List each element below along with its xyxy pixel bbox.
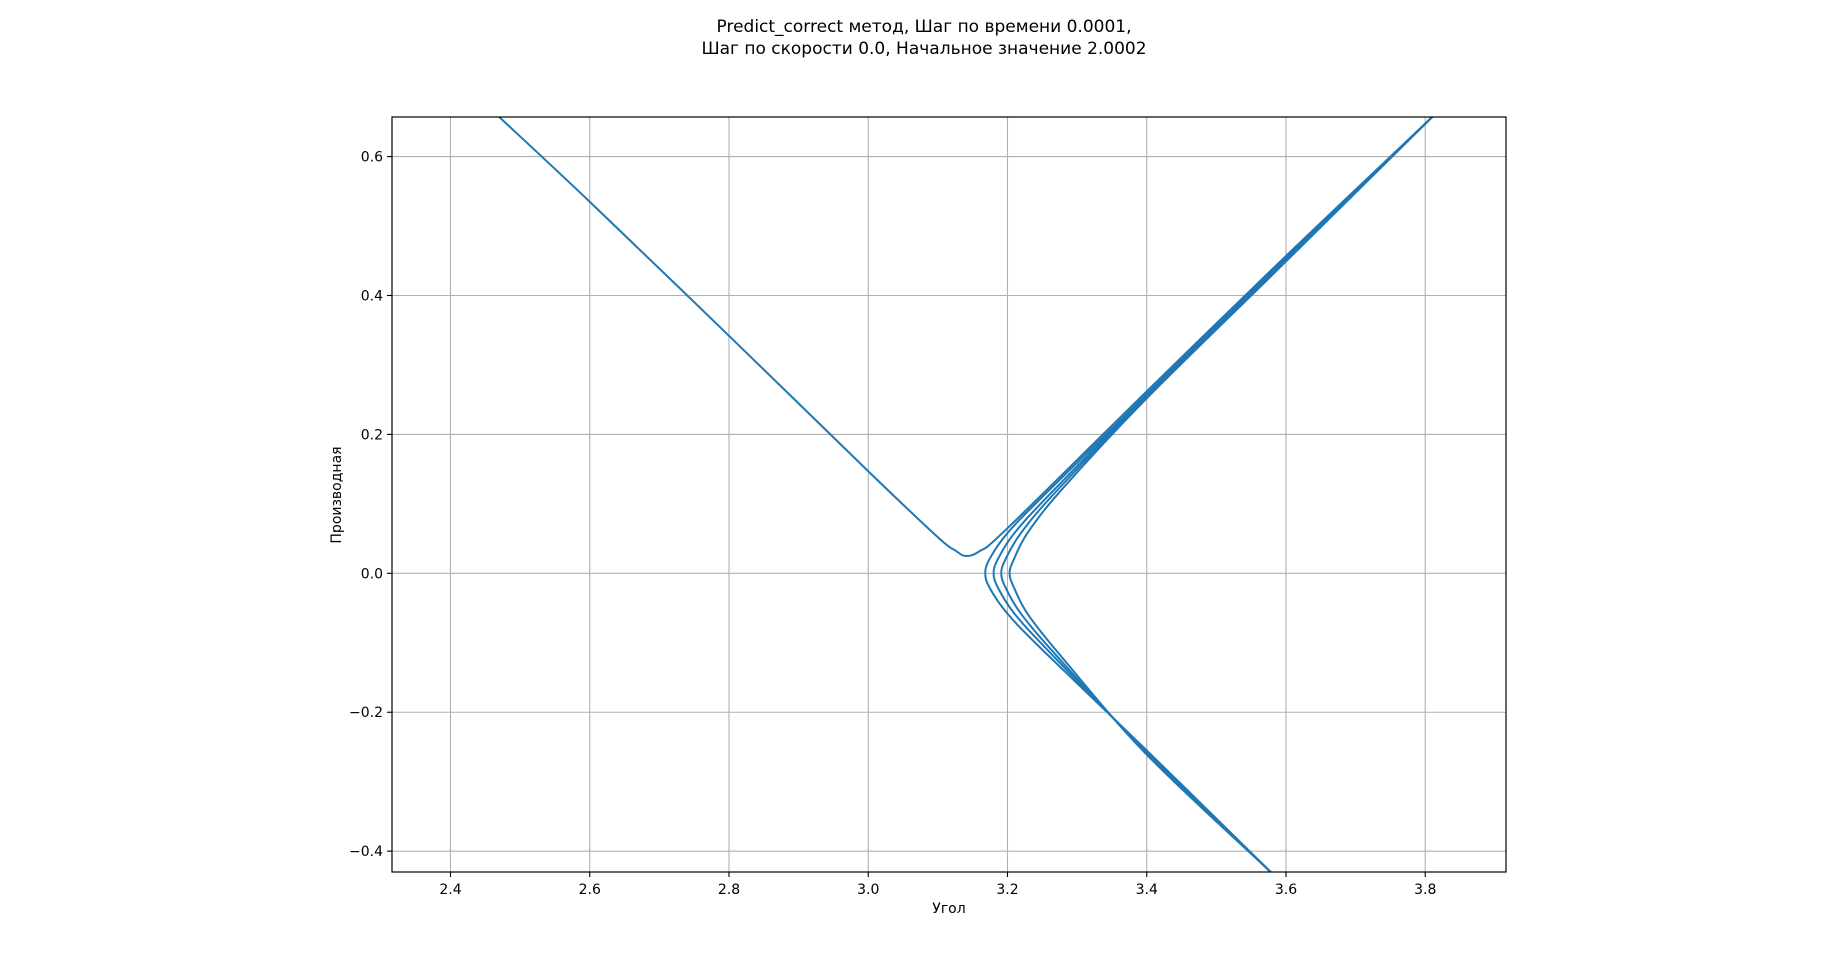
x-tick-label: 3.6: [1275, 882, 1297, 898]
series-group: [498, 117, 1434, 872]
y-tick-label: 0.6: [361, 150, 383, 166]
x-axis-label: Угол: [932, 901, 965, 917]
plot-frame: [391, 116, 1507, 873]
y-tick-label: −0.4: [349, 844, 383, 860]
x-tick-label: 3.2: [996, 882, 1018, 898]
x-tick-label: 3.4: [1136, 882, 1158, 898]
x-tick-label: 2.4: [439, 882, 461, 898]
series-line-3: [992, 117, 1434, 872]
chart-title-line-2: Шаг по скорости 0.0, Начальное значение …: [701, 39, 1147, 59]
y-tick-label: 0.4: [361, 289, 383, 305]
series-line-5: [1008, 117, 1434, 872]
y-tick-label: 0.2: [361, 427, 383, 443]
series-line-2: [984, 117, 1434, 872]
x-tick-label: 2.8: [718, 882, 740, 898]
grid-lines: [392, 117, 1506, 872]
ticks: 2.4 2.6 2.8 3.0 3.2 3.4 3.6 3.8 −0.4 −0.2 0.0 0.2 0.…: [349, 150, 1436, 898]
series-line-1: [498, 117, 1434, 557]
x-tick-label: 3.0: [857, 882, 879, 898]
y-axis-label: Производная: [329, 446, 345, 543]
y-tick-label: −0.2: [349, 705, 383, 721]
x-tick-label: 3.8: [1414, 882, 1436, 898]
x-tick-label: 2.6: [579, 882, 601, 898]
chart-title-line-1: Predict_correct метод, Шаг по времени 0.…: [716, 17, 1132, 37]
y-tick-label: 0.0: [361, 566, 383, 582]
series-line-4: [1000, 117, 1434, 872]
